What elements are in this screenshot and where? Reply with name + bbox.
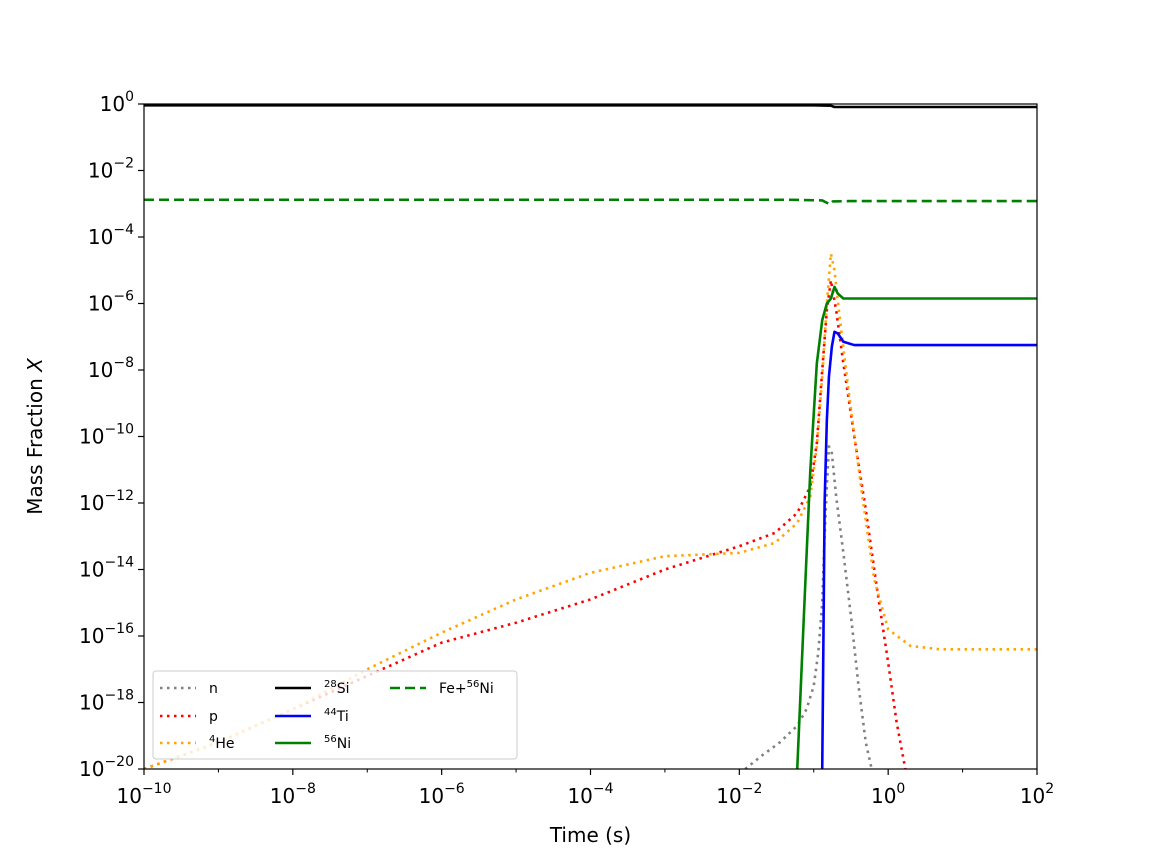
- legend-box: [152, 670, 518, 760]
- series-line: [820, 330, 1037, 769]
- series-line: [144, 252, 1037, 769]
- series-line: [144, 104, 1037, 109]
- x-tick-label: 10−8: [270, 781, 316, 808]
- x-tick-label: 10−2: [716, 781, 762, 808]
- y-tick-label: 10−16: [79, 621, 134, 648]
- y-tick-label: 10−6: [88, 289, 134, 316]
- x-tick-label: 10−10: [117, 781, 172, 808]
- legend-label: 4He: [209, 734, 235, 752]
- legend: np 4He 28Si 44Ti 56Ni Fe+56Ni: [152, 670, 518, 760]
- x-tick-label: 10−4: [567, 781, 613, 808]
- series-line: [795, 285, 1037, 769]
- y-axis-title: Mass Fraction X: [23, 357, 47, 515]
- series-line: [744, 445, 873, 769]
- x-tick-label: 102: [1020, 781, 1054, 808]
- series-line: [144, 278, 907, 769]
- legend-label: 44Ti: [324, 707, 349, 725]
- legend-label: 56Ni: [324, 734, 351, 752]
- axis-ticks: 10−10 10−8 10−6 10−4 10−2 100 102 100 10−2 10−4 10…: [79, 89, 1054, 808]
- legend-label: p: [209, 709, 218, 725]
- y-tick-label: 10−4: [88, 222, 134, 249]
- legend-label: Fe+56Ni: [439, 679, 494, 697]
- y-tick-label: 10−14: [79, 555, 134, 582]
- series-lines: [144, 104, 1037, 769]
- y-tick-label: 10−2: [88, 156, 134, 183]
- plot-area: [144, 104, 1037, 769]
- legend-label: n: [209, 681, 218, 697]
- y-tick-label: 10−20: [79, 754, 134, 781]
- y-tick-label: 100: [100, 89, 134, 116]
- y-tick-label: 10−10: [79, 422, 134, 449]
- y-tick-label: 10−18: [79, 688, 134, 715]
- legend-label: 28Si: [324, 679, 350, 697]
- y-tick-label: 10−8: [88, 355, 134, 382]
- x-axis-title: Time (s): [549, 823, 631, 847]
- y-tick-label: 10−12: [79, 488, 134, 515]
- x-tick-label: 10−6: [419, 781, 465, 808]
- series-line: [144, 198, 1037, 206]
- x-tick-label: 100: [871, 781, 905, 808]
